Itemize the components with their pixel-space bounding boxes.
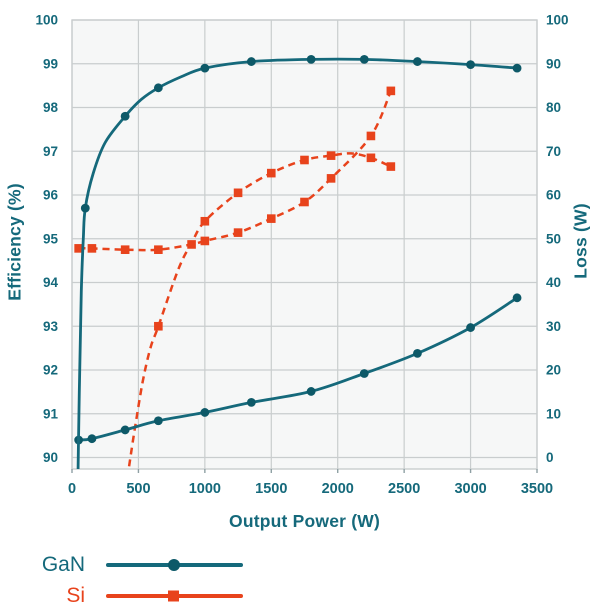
legend-label-si: Si — [66, 584, 85, 607]
legend-line-si — [106, 590, 243, 602]
y-left-tick-label: 91 — [43, 406, 59, 421]
data-point-gan — [153, 416, 163, 426]
data-point-gan — [306, 387, 316, 396]
x-tick-label: 2500 — [388, 481, 420, 497]
data-point-si — [200, 236, 210, 246]
data-point-si — [233, 188, 243, 198]
data-point-si — [154, 245, 163, 254]
x-tick-label: 3500 — [521, 481, 553, 497]
y-right-tick-label: 90 — [546, 56, 561, 71]
data-point-si — [386, 86, 396, 96]
data-point-gan — [87, 434, 97, 444]
y-left-tick-label: 90 — [43, 450, 58, 465]
legend-line-gan — [106, 559, 243, 571]
data-point-si — [74, 244, 83, 253]
y-left-tick-label: 98 — [43, 100, 59, 115]
legend-item-gan: GaN — [30, 552, 243, 578]
data-point-si — [266, 214, 276, 223]
chart-canvas: 0 500 1000 1500 2000 2500 3000 3500909192939495… — [35, 13, 569, 498]
y-right-tick-label: 40 — [546, 275, 561, 290]
data-point-si — [120, 245, 130, 254]
data-point-si — [326, 151, 336, 160]
data-point-si — [386, 162, 396, 171]
data-point-gan — [413, 57, 422, 66]
data-point-si — [300, 197, 309, 207]
data-point-si — [154, 321, 163, 331]
data-point-si — [366, 153, 376, 163]
data-point-gan — [120, 111, 130, 121]
data-point-gan — [306, 54, 316, 64]
y-right-tick-label: 50 — [546, 231, 561, 246]
legend-circle-marker-icon — [168, 559, 180, 571]
x-tick-label: 500 — [126, 481, 150, 497]
data-point-si — [233, 228, 243, 237]
y-left-tick-label: 97 — [43, 144, 58, 159]
data-point-gan — [153, 83, 163, 93]
y-right-tick-label: 100 — [546, 13, 569, 28]
y-right-tick-label: 80 — [546, 100, 561, 115]
y-right-tick-label: 70 — [546, 144, 561, 159]
plot-border — [71, 19, 538, 470]
data-point-si — [200, 216, 210, 226]
data-point-gan — [200, 408, 210, 417]
y-left-tick-label: 96 — [43, 188, 59, 203]
x-tick-label: 0 — [68, 481, 76, 497]
y-left-tick-label: 93 — [43, 319, 59, 334]
y-right-tick-label: 60 — [546, 188, 561, 203]
y-axis-title-loss: Loss (W) — [570, 203, 591, 279]
y-left-tick-label: 100 — [35, 13, 58, 28]
data-point-gan — [466, 60, 475, 70]
data-point-gan — [120, 425, 130, 435]
data-point-gan — [246, 397, 256, 407]
data-point-si — [326, 174, 336, 183]
data-point-si — [366, 131, 376, 141]
legend-square-marker-icon — [168, 590, 179, 602]
x-tick-label: 2000 — [322, 481, 354, 497]
data-point-si — [266, 168, 276, 178]
y-right-tick-label: 0 — [546, 450, 554, 465]
y-right-tick-label: 20 — [546, 363, 561, 378]
data-point-gan — [359, 54, 369, 64]
x-tick-label: 1500 — [255, 481, 287, 497]
data-point-gan — [200, 63, 210, 73]
y-left-tick-label: 94 — [43, 275, 59, 290]
x-tick-label: 1000 — [189, 481, 221, 497]
y-right-tick-label: 10 — [546, 406, 561, 421]
data-point-gan — [512, 63, 522, 73]
legend-label-gan: GaN — [41, 553, 85, 576]
data-point-gan — [466, 323, 475, 332]
y-left-tick-label: 99 — [43, 56, 58, 71]
x-axis-title: Output Power (W) — [229, 511, 380, 531]
data-point-si — [87, 244, 97, 253]
data-point-gan — [512, 293, 522, 303]
data-point-gan — [246, 57, 256, 66]
data-point-si — [300, 155, 309, 165]
plot-area — [72, 20, 537, 469]
y-left-tick-label: 92 — [43, 363, 58, 378]
data-point-gan — [80, 203, 90, 213]
y-right-tick-label: 30 — [546, 319, 561, 334]
x-tick-label: 3000 — [454, 481, 486, 497]
y-left-tick-label: 95 — [43, 231, 59, 246]
data-point-gan — [359, 369, 369, 378]
y-axis-title-efficiency: Efficiency (%) — [4, 183, 25, 301]
data-point-gan — [413, 348, 422, 358]
legend-item-si: Si — [30, 583, 243, 609]
